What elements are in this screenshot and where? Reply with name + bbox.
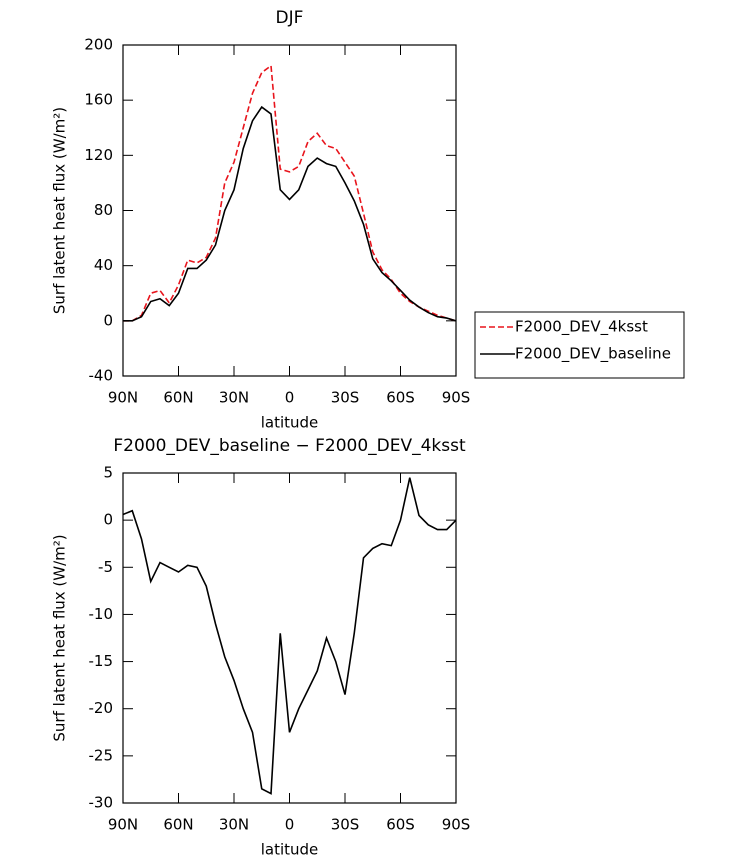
x-tick-label: 90S — [442, 816, 471, 834]
plot-frame — [122, 44, 457, 377]
y-tick-label: -25 — [89, 746, 114, 764]
y-tick-label: -10 — [89, 605, 114, 623]
x-tick-label: 60N — [163, 389, 193, 407]
y-tick-label: 160 — [84, 91, 113, 109]
data-line — [123, 105, 457, 322]
x-tick-label: 60S — [386, 389, 415, 407]
x-tick-label: 0 — [285, 816, 295, 834]
y-tick-label: -15 — [89, 652, 114, 670]
y-axis-label: Surf latent heat flux (W/m²) — [51, 534, 69, 741]
plot-frame — [122, 472, 457, 804]
x-axis-label: latitude — [261, 414, 319, 432]
y-tick-label: -40 — [89, 367, 114, 385]
y-tick-label: 120 — [84, 146, 113, 164]
data-line — [123, 64, 457, 322]
y-tick-label: -5 — [98, 558, 113, 576]
chart-title: DJF — [276, 8, 304, 28]
chart-title: F2000_DEV_baseline − F2000_DEV_4ksst — [113, 436, 466, 456]
y-tick-label: 0 — [103, 311, 113, 329]
x-tick-label: 30S — [331, 389, 360, 407]
legend-frame — [474, 311, 685, 379]
x-tick-label: 30N — [219, 389, 249, 407]
y-tick-label: -30 — [89, 794, 114, 812]
x-tick-label: 30S — [331, 816, 360, 834]
y-tick-label: -20 — [89, 699, 114, 717]
y-tick-label: 40 — [94, 256, 113, 274]
legend-label: F2000_DEV_4ksst — [515, 318, 648, 337]
x-tick-label: 90N — [108, 389, 138, 407]
y-tick-label: 200 — [84, 36, 113, 54]
x-tick-label: 90N — [108, 816, 138, 834]
x-tick-label: 30N — [219, 816, 249, 834]
y-tick-label: 80 — [94, 201, 113, 219]
y-tick-label: 5 — [103, 464, 113, 482]
x-tick-label: 60N — [163, 816, 193, 834]
legend-label: F2000_DEV_baseline — [515, 345, 671, 364]
x-tick-label: 0 — [285, 389, 295, 407]
x-tick-label: 60S — [386, 816, 415, 834]
x-tick-label: 90S — [442, 389, 471, 407]
data-line — [122, 477, 457, 795]
x-axis-label: latitude — [261, 841, 319, 859]
y-axis-label: Surf latent heat flux (W/m²) — [51, 107, 69, 314]
y-tick-label: 0 — [103, 511, 113, 529]
